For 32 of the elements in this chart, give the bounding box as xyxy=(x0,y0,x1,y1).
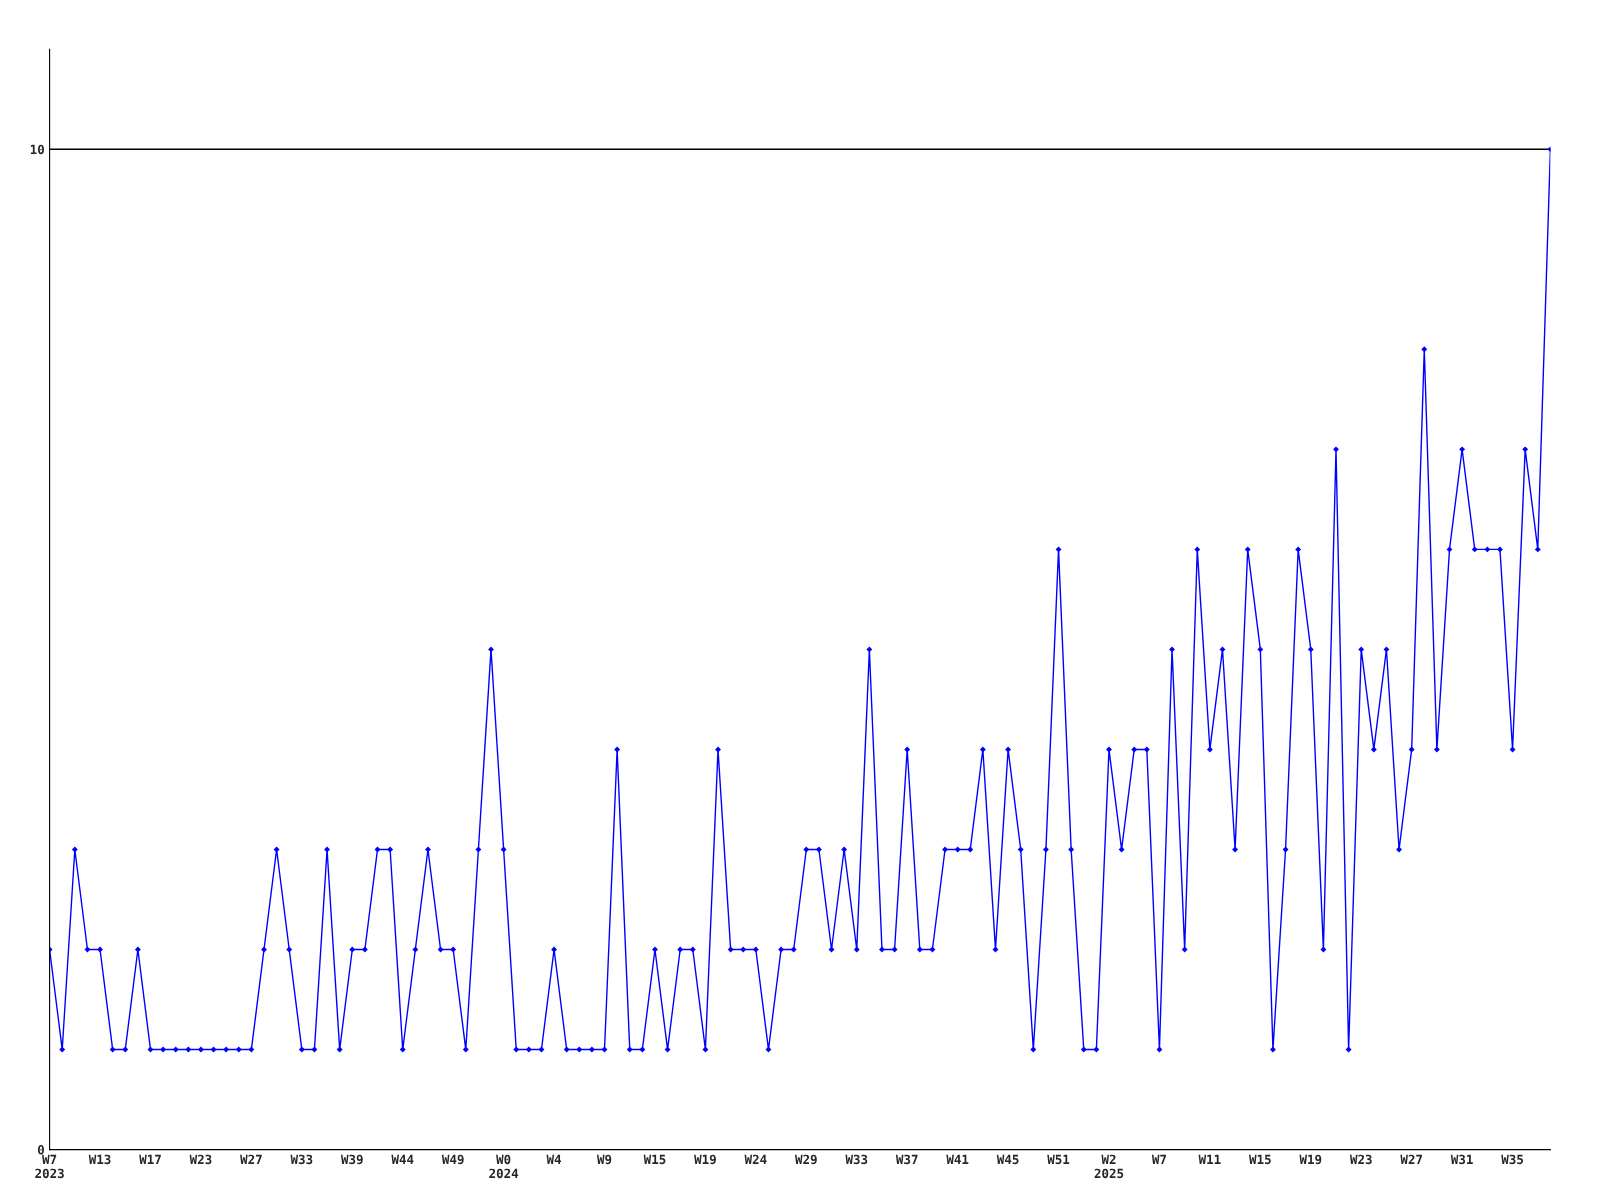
x-tick-label: W2 2025 xyxy=(1094,1154,1124,1179)
y-tick-label: 0 xyxy=(37,1145,44,1155)
x-tick-label: W29 xyxy=(795,1154,817,1165)
x-tick-label: W51 xyxy=(1047,1154,1070,1165)
x-tick-label: W37 xyxy=(895,1154,918,1165)
x-tick-label: W9 xyxy=(596,1154,612,1165)
x-tick-label: W27 xyxy=(1400,1154,1423,1164)
x-tick-label: W39 xyxy=(340,1154,363,1165)
x-tick-label: W15 xyxy=(1249,1154,1271,1165)
x-tick-label: W23 xyxy=(1349,1154,1372,1165)
x-tick-label: W11 xyxy=(1198,1154,1221,1164)
x-tick-label: W44 xyxy=(391,1154,414,1164)
x-tick-label: W7 xyxy=(1151,1154,1167,1164)
x-tick-label: W24 xyxy=(744,1154,767,1164)
x-tick-label: W33 xyxy=(290,1154,313,1165)
x-tick-label: W33 xyxy=(845,1154,868,1165)
x-tick-label: W17 xyxy=(139,1154,161,1164)
x-tick-label: W41 xyxy=(946,1154,969,1164)
x-tick-label: W45 xyxy=(996,1154,1019,1165)
x-tick-label: W23 xyxy=(189,1154,212,1165)
x-tick-label: W19 xyxy=(1299,1154,1322,1165)
x-tick-label: W49 xyxy=(441,1154,464,1165)
x-tick-label: W13 xyxy=(88,1154,111,1165)
x-tick-label: W0 2024 xyxy=(489,1154,519,1179)
x-tick-label: W7 2023 xyxy=(35,1154,64,1179)
y-tick-label: 10 xyxy=(30,144,44,155)
x-tick-label: W4 xyxy=(546,1154,562,1164)
x-tick-label: W19 xyxy=(694,1154,716,1165)
x-tick-label: W27 xyxy=(240,1154,262,1164)
x-tick-label: W35 xyxy=(1501,1154,1524,1165)
x-tick-label: W15 xyxy=(643,1154,666,1165)
x-tick-label: W31 xyxy=(1450,1154,1473,1165)
